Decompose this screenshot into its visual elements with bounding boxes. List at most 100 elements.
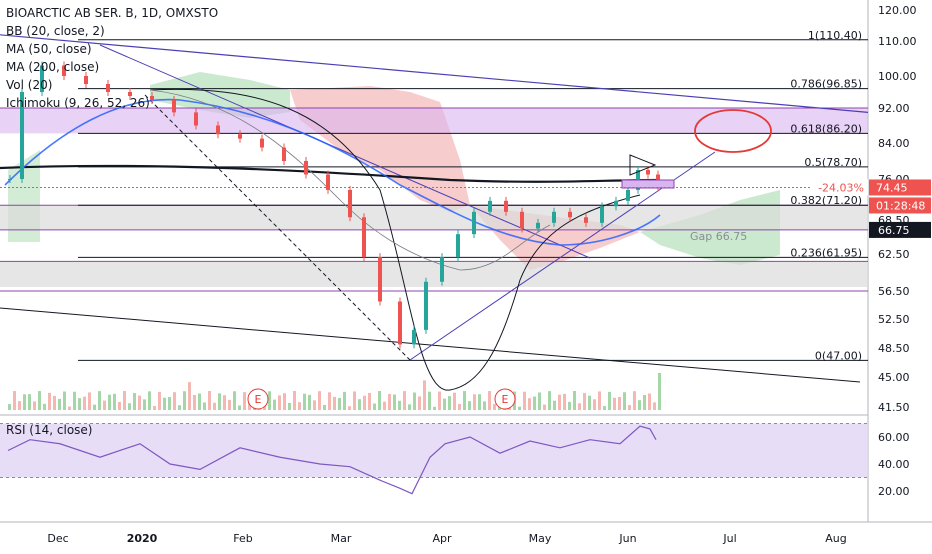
gap-label: Gap 66.75 xyxy=(690,230,747,243)
volume-bar xyxy=(73,391,76,410)
volume-bar xyxy=(238,405,241,410)
volume-bar xyxy=(28,394,31,410)
time-label-Mar: Mar xyxy=(331,532,352,545)
consolidation-box xyxy=(621,179,675,189)
candle-body-Dec-02 xyxy=(40,65,44,92)
volume-bar xyxy=(78,398,81,410)
volume-bar xyxy=(148,391,151,410)
volume-bar xyxy=(648,393,651,410)
volume-bar xyxy=(133,393,136,410)
earnings-marker-2 xyxy=(494,388,516,410)
gap-badge: 66.75 xyxy=(878,224,910,237)
candle-body-Feb-04 xyxy=(238,134,242,139)
volume-bar xyxy=(83,396,86,410)
volume-bar xyxy=(613,397,616,410)
volume-bar xyxy=(38,391,41,410)
rsi-legend[interactable]: RSI (14, close) xyxy=(6,423,93,437)
volume-bar xyxy=(363,395,366,410)
candle-body-Apr-01 xyxy=(440,257,444,282)
volume-bar xyxy=(328,392,331,410)
volume-bar xyxy=(573,391,576,410)
volume-bar xyxy=(608,391,611,410)
volume-bar xyxy=(313,400,316,410)
indicator-ma50[interactable]: MA (50, close) xyxy=(6,42,92,56)
trendline-descending xyxy=(99,44,591,259)
rsi-band xyxy=(0,423,868,478)
volume-bar xyxy=(318,391,321,410)
volume-bar xyxy=(123,391,126,410)
volume-bar xyxy=(518,406,521,410)
volume-bar xyxy=(168,397,171,410)
time-label-Dec: Dec xyxy=(47,532,68,545)
fib-label-1: 0.786(96.85) xyxy=(790,78,862,91)
volume-bar xyxy=(453,392,456,410)
indicator-bb[interactable]: BB (20, close, 2) xyxy=(6,24,105,38)
volume-bar xyxy=(143,399,146,410)
volume-bar xyxy=(638,400,641,410)
volume-bar xyxy=(428,391,431,410)
countdown-badge-bg xyxy=(869,197,931,214)
support-zone-2 xyxy=(0,261,868,287)
volume-bar xyxy=(278,395,281,410)
volume-bar xyxy=(633,391,636,410)
candle-body-Feb-18 xyxy=(282,147,286,161)
volume-bar xyxy=(178,405,181,410)
last-price-badge-bg xyxy=(869,179,931,196)
resistance-zone xyxy=(0,108,868,134)
candle-body-Mar-13 xyxy=(362,217,366,258)
price-tick-10: 48.50 xyxy=(878,342,910,355)
volume-bar xyxy=(538,392,541,410)
indicator-ichimoku[interactable]: Ichimoku (9, 26, 52, 26) xyxy=(6,96,150,110)
rsi-tick-2: 20.00 xyxy=(878,485,910,498)
volume-bar xyxy=(438,391,441,410)
volume-bar xyxy=(368,392,371,410)
volume-bar xyxy=(273,399,276,410)
volume-bar xyxy=(588,395,591,410)
candle-body-Jan-28 xyxy=(216,125,220,135)
volume-bar xyxy=(43,403,46,410)
volume-bar xyxy=(118,401,121,410)
price-tick-1: 110.00 xyxy=(878,35,917,48)
volume-bar xyxy=(493,403,496,410)
volume-bar xyxy=(458,404,461,410)
volume-bar xyxy=(593,399,596,410)
volume-bar xyxy=(288,402,291,410)
candle-body-Dec-30 xyxy=(128,92,132,96)
volume-bar xyxy=(603,406,606,410)
trendline-upper xyxy=(0,34,869,113)
volume-bar xyxy=(173,392,176,410)
volume-bar xyxy=(568,401,571,410)
candle-body-Jan-14 xyxy=(172,100,176,113)
candle-body-Feb-11 xyxy=(260,138,264,148)
candle-body-Jan-07 xyxy=(150,96,154,100)
volume-bar xyxy=(303,393,306,410)
volume-bar xyxy=(233,391,236,410)
volume-bar xyxy=(13,391,16,410)
indicator-ma200[interactable]: MA (200, close) xyxy=(6,60,100,74)
volume-bar xyxy=(473,394,476,410)
time-label-May: May xyxy=(529,532,552,545)
price-tick-9: 52.50 xyxy=(878,313,910,326)
earnings-marker-2-label: E xyxy=(502,393,509,406)
countdown-badge: 01:28:48 xyxy=(876,199,925,212)
volume-bar xyxy=(108,394,111,410)
volume-bar xyxy=(33,401,36,410)
volume-bar xyxy=(298,402,301,410)
price-tick-12: 41.50 xyxy=(878,401,910,414)
time-label-Feb: Feb xyxy=(233,532,252,545)
volume-bar xyxy=(488,391,491,410)
indicator-volume[interactable]: Vol (20) xyxy=(6,78,53,92)
volume-bar xyxy=(348,406,351,410)
volume-bar xyxy=(48,392,51,410)
ma200-line xyxy=(0,164,661,183)
volume-bar xyxy=(658,373,661,410)
earnings-marker-1 xyxy=(247,388,269,410)
price-tick-8: 56.50 xyxy=(878,285,910,298)
time-label-Aug: Aug xyxy=(825,532,846,545)
volume-bar xyxy=(523,391,526,410)
candle-body-May-29 xyxy=(626,189,630,201)
support-zone-1 xyxy=(0,205,868,230)
volume-bar xyxy=(578,403,581,410)
